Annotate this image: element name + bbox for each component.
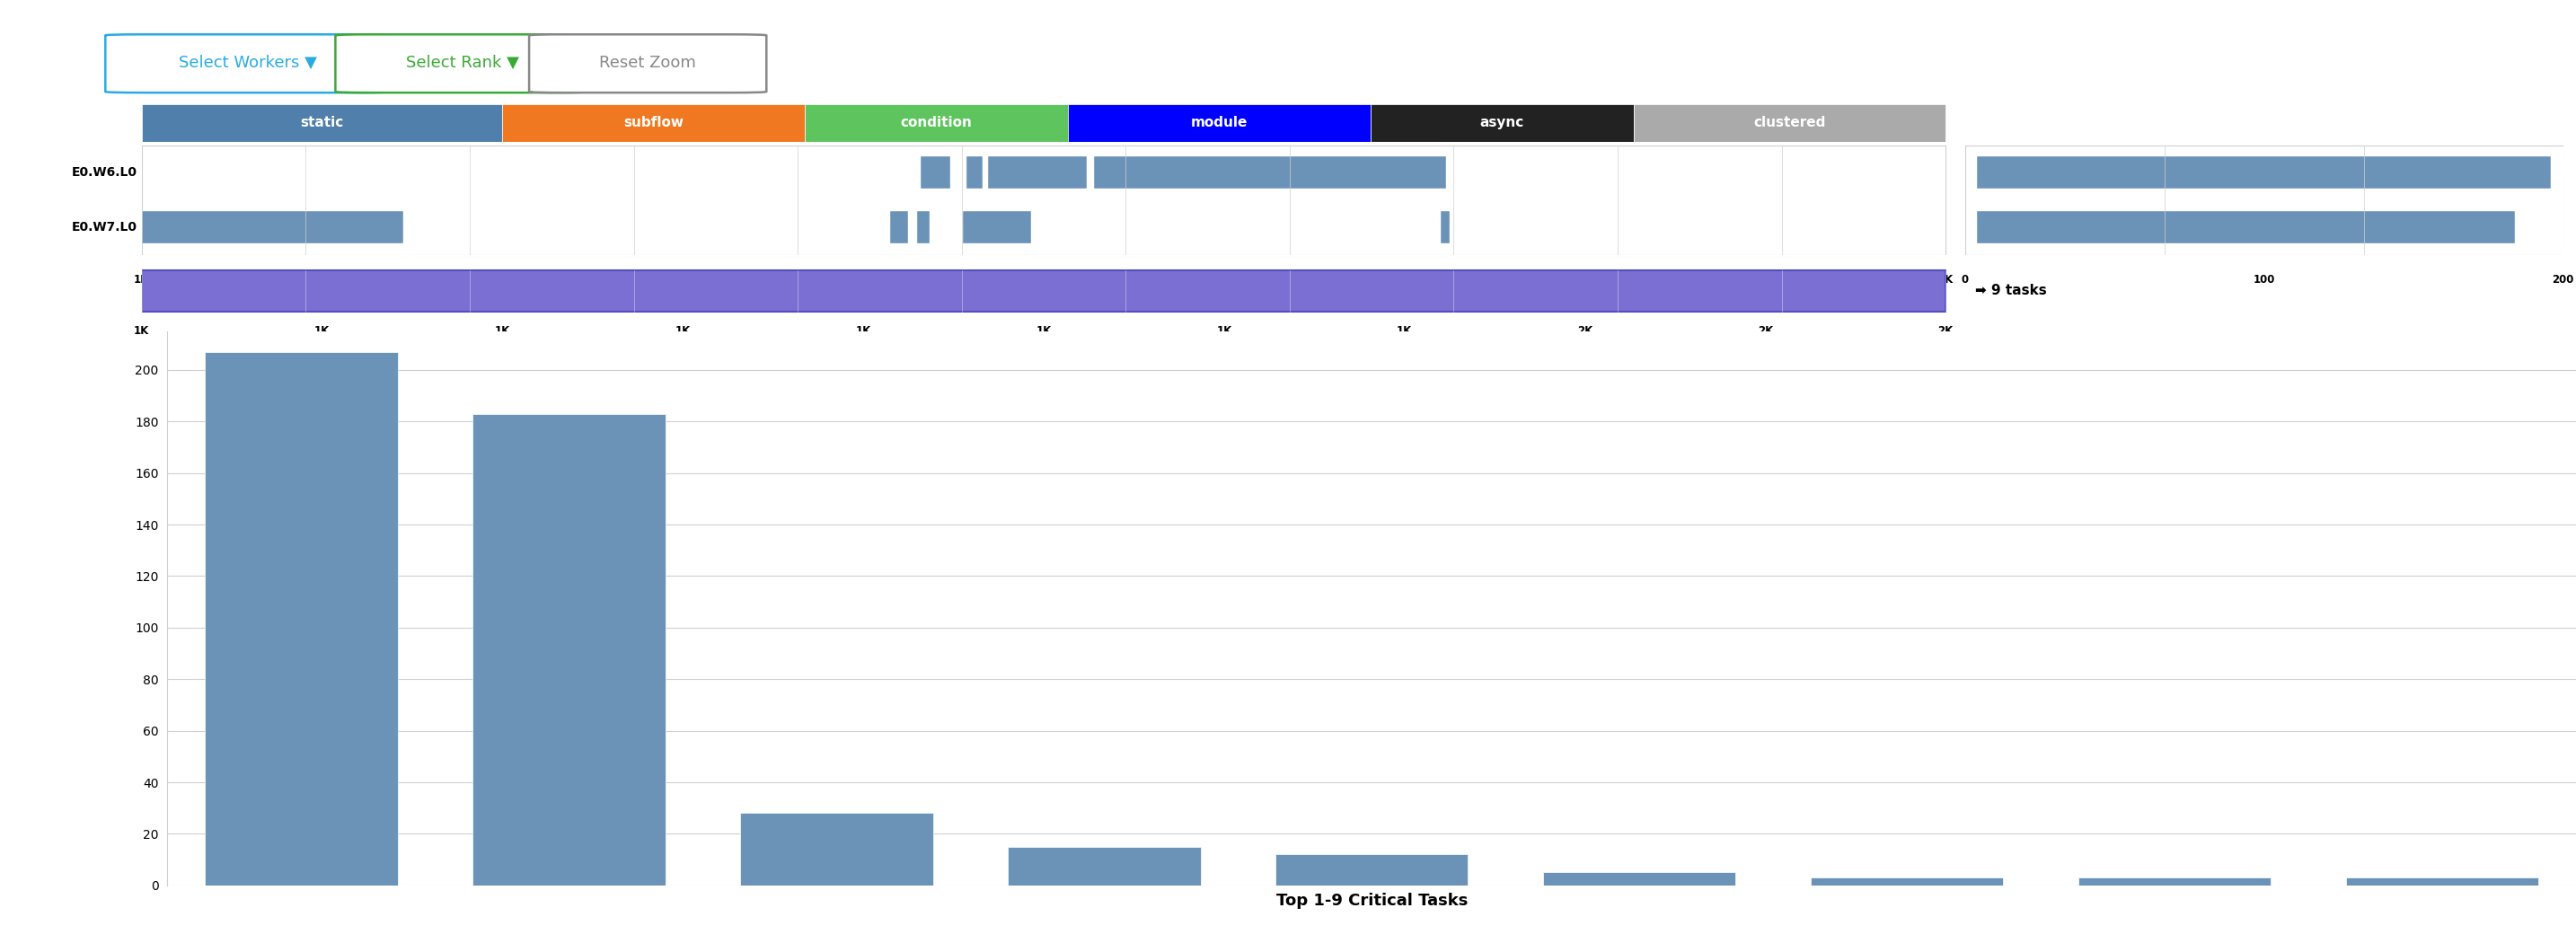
Text: module: module <box>1190 116 1247 129</box>
Bar <box>891 210 909 244</box>
Bar <box>987 156 1087 188</box>
Text: 1K: 1K <box>675 274 690 286</box>
Text: 1K: 1K <box>1396 274 1412 286</box>
Bar <box>917 210 930 244</box>
Text: subflow: subflow <box>623 116 683 129</box>
Text: 1K: 1K <box>1216 325 1231 337</box>
Text: 2K: 2K <box>1757 325 1772 337</box>
Bar <box>1811 878 2004 885</box>
X-axis label: Top 1-9 Critical Tasks: Top 1-9 Critical Tasks <box>1275 893 1468 909</box>
Text: 1K: 1K <box>1036 274 1051 286</box>
Bar <box>1095 156 1445 188</box>
Text: static: static <box>301 116 343 129</box>
FancyBboxPatch shape <box>106 34 392 92</box>
Text: E0.W7.L0: E0.W7.L0 <box>72 221 137 233</box>
Text: 2K: 2K <box>1757 274 1772 286</box>
Bar <box>966 156 981 188</box>
Bar <box>142 269 1945 311</box>
Text: 2K: 2K <box>1937 274 1953 286</box>
Bar <box>963 210 1030 244</box>
Bar <box>1976 210 2514 244</box>
Text: 1K: 1K <box>855 274 871 286</box>
Text: ➡ 9 tasks: ➡ 9 tasks <box>1976 284 2045 298</box>
Bar <box>1976 156 2550 188</box>
Text: E0.W6.L0: E0.W6.L0 <box>72 167 137 179</box>
Bar <box>142 104 502 142</box>
Text: Reset Zoom: Reset Zoom <box>600 55 696 70</box>
Bar <box>1370 104 1633 142</box>
Text: 1K: 1K <box>134 274 149 286</box>
Bar <box>1275 855 1468 885</box>
Bar <box>739 813 933 885</box>
Text: 2K: 2K <box>1937 325 1953 337</box>
Bar <box>1633 104 1945 142</box>
Text: 1K: 1K <box>314 325 330 337</box>
Text: 1K: 1K <box>495 274 510 286</box>
Bar <box>142 145 1945 254</box>
FancyBboxPatch shape <box>335 34 590 92</box>
Text: condition: condition <box>902 116 971 129</box>
Bar <box>922 156 951 188</box>
Text: 1K: 1K <box>495 325 510 337</box>
Bar <box>1007 846 1200 885</box>
Bar <box>206 352 397 885</box>
Bar <box>2079 878 2272 885</box>
Bar <box>142 210 404 244</box>
Text: 1K: 1K <box>314 274 330 286</box>
Bar <box>804 104 1069 142</box>
Bar <box>1069 104 1370 142</box>
Bar <box>1965 145 2563 254</box>
Text: async: async <box>1479 116 1525 129</box>
Text: 2K: 2K <box>1577 274 1592 286</box>
Text: 1K: 1K <box>855 325 871 337</box>
Bar <box>1543 872 1736 885</box>
Text: Select Rank ▼: Select Rank ▼ <box>407 55 520 70</box>
Text: 100: 100 <box>2254 274 2275 286</box>
Text: 1K: 1K <box>675 325 690 337</box>
Text: Select Workers ▼: Select Workers ▼ <box>180 55 317 70</box>
Bar <box>1440 210 1450 244</box>
FancyBboxPatch shape <box>528 34 768 92</box>
Bar <box>471 414 665 885</box>
Text: 1K: 1K <box>134 325 149 337</box>
Bar <box>502 104 804 142</box>
Text: 2K: 2K <box>1577 325 1592 337</box>
Text: 1K: 1K <box>1216 274 1231 286</box>
Text: 200: 200 <box>2553 274 2573 286</box>
Text: 1K: 1K <box>1396 325 1412 337</box>
Bar <box>2347 878 2537 885</box>
Text: 1K: 1K <box>1036 325 1051 337</box>
Text: clustered: clustered <box>1754 116 1826 129</box>
Text: 0: 0 <box>1960 274 1968 286</box>
